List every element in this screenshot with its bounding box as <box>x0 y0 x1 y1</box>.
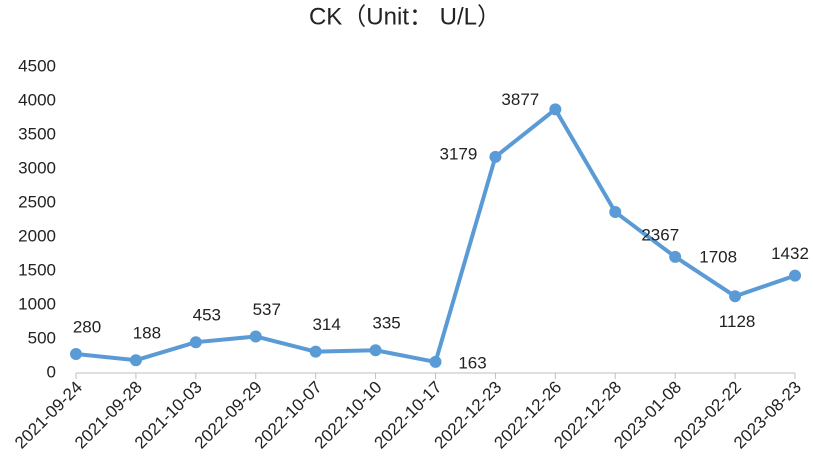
y-tick-label: 3000 <box>18 158 56 177</box>
data-label: 188 <box>133 324 161 343</box>
data-point <box>609 206 622 219</box>
y-tick-label: 2500 <box>18 192 56 211</box>
data-point <box>70 347 82 360</box>
chart-title: CK（Unit： U/L） <box>309 3 501 30</box>
data-label: 2367 <box>641 226 679 245</box>
y-tick-label: 0 <box>47 362 56 381</box>
data-point <box>429 355 442 368</box>
data-label: 3877 <box>501 90 539 109</box>
y-tick-label: 1000 <box>18 294 56 313</box>
data-point <box>249 330 262 343</box>
data-line <box>75 107 796 364</box>
data-label: 537 <box>253 300 281 319</box>
y-tick-label: 500 <box>28 328 56 347</box>
data-label: 280 <box>73 317 101 336</box>
data-label: 163 <box>458 353 486 372</box>
y-tick-label: 4500 <box>18 56 56 75</box>
data-point <box>729 290 742 303</box>
data-point <box>489 150 502 163</box>
data-point <box>309 345 322 358</box>
data-point <box>789 269 801 282</box>
y-tick-label: 3500 <box>18 124 56 143</box>
y-tick-label: 1500 <box>18 260 56 279</box>
data-point <box>369 344 382 357</box>
data-label: 1708 <box>699 247 737 266</box>
y-tick-label: 4000 <box>18 90 56 109</box>
data-label: 314 <box>312 315 340 334</box>
data-point <box>189 336 202 349</box>
data-point <box>549 103 562 116</box>
data-label: 1432 <box>771 244 809 263</box>
data-point <box>129 354 142 367</box>
data-label: 3179 <box>440 144 478 163</box>
data-label: 453 <box>193 306 221 325</box>
data-label: 335 <box>372 314 400 333</box>
y-tick-label: 2000 <box>18 226 56 245</box>
data-label: 1128 <box>719 312 756 331</box>
data-point <box>669 250 682 263</box>
